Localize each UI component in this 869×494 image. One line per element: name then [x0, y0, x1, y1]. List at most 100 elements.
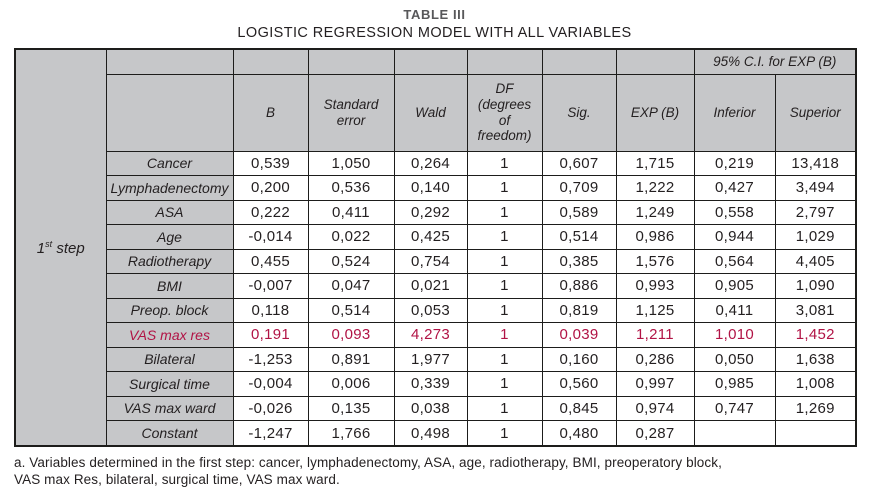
value-cell: 0,993 [615, 273, 695, 299]
value-cell: 0,985 [693, 371, 776, 397]
value-cell: 0,498 [393, 420, 468, 447]
column-header-inferior: Inferior [693, 73, 776, 152]
value-cell: 1 [466, 199, 543, 226]
value-cell: -1,247 [232, 420, 309, 447]
value-cell: 0,514 [541, 224, 617, 250]
value-cell: 4,273 [393, 322, 468, 348]
value-cell: 3,081 [774, 297, 857, 324]
value-cell: 0,886 [541, 273, 617, 299]
row-variable-label: Surgical time [105, 371, 234, 397]
value-cell: 0,047 [307, 273, 395, 299]
column-header-df: DF (degrees of freedom) [466, 73, 543, 152]
value-cell: 0,093 [307, 322, 395, 348]
value-cell: 0,222 [232, 199, 309, 226]
table-footnote: a. Variables determined in the first ste… [14, 454, 859, 488]
value-cell: -0,004 [232, 371, 309, 397]
value-cell: 0,053 [393, 297, 468, 324]
step-cell: 1st step [14, 48, 107, 447]
logistic-regression-table: 1st step 95% C.I. for EXP (B) B Standard… [14, 48, 858, 447]
value-cell: 0,558 [693, 199, 776, 226]
value-cell: 0,411 [307, 199, 395, 226]
value-cell: -0,026 [232, 395, 309, 422]
value-cell: 0,411 [693, 297, 776, 324]
value-cell: 0,200 [232, 175, 309, 201]
value-cell: -0,007 [232, 273, 309, 299]
column-header-exp-b: EXP (B) [615, 73, 695, 152]
row-variable-label: Constant [105, 420, 234, 447]
value-cell: 0,974 [615, 395, 695, 422]
value-cell: 0,944 [693, 224, 776, 250]
spacer-cell [615, 48, 695, 75]
value-cell: 0,339 [393, 371, 468, 397]
value-cell: 1 [466, 175, 543, 201]
table-row: Age -0,014 0,022 0,425 1 0,514 0,986 0,944 1,029 [15, 224, 857, 250]
value-cell: 0,845 [541, 395, 617, 422]
row-variable-label: Preop. block [105, 297, 234, 324]
spacer-cell [466, 48, 543, 75]
value-cell: 1,029 [774, 224, 857, 250]
value-cell: 1,249 [615, 199, 695, 226]
value-cell: 0,038 [393, 395, 468, 422]
value-cell: 1,766 [307, 420, 395, 447]
table-row: Surgical time -0,004 0,006 0,339 1 0,560 0,997… [15, 371, 857, 397]
header-row-top: 1st step 95% C.I. for EXP (B) [14, 48, 857, 447]
row-variable-label: VAS max res [105, 322, 234, 348]
value-cell: 0,191 [232, 322, 309, 348]
value-cell: 1,010 [693, 322, 776, 348]
value-cell: 1 [466, 150, 543, 177]
table-number-title: TABLE III [403, 7, 466, 22]
table-row: BMI -0,007 0,047 0,021 1 0,886 0,993 0,905 1,090 [15, 273, 857, 299]
step-label: 1st step [36, 238, 85, 257]
value-cell: 1 [466, 297, 543, 324]
value-cell: 0,819 [541, 297, 617, 324]
value-cell: 1 [466, 248, 543, 275]
value-cell [693, 420, 776, 447]
table-row: Bilateral -1,253 0,891 1,977 1 0,160 0,286 0,05… [15, 346, 857, 373]
value-cell: 0,524 [307, 248, 395, 275]
value-cell: 1 [466, 322, 543, 348]
spacer-cell [541, 48, 617, 75]
value-cell: 0,455 [232, 248, 309, 275]
column-header-wald: Wald [393, 73, 468, 152]
row-variable-label: VAS max ward [105, 395, 234, 422]
value-cell: 0,118 [232, 297, 309, 324]
spacer-cell [307, 48, 395, 75]
value-cell: 0,564 [693, 248, 776, 275]
value-cell: 0,986 [615, 224, 695, 250]
value-cell: 1,008 [774, 371, 857, 397]
value-cell: 1 [466, 395, 543, 422]
value-cell: 0,905 [693, 273, 776, 299]
table-row: Preop. block 0,118 0,514 0,053 1 0,819 1,125 0,… [15, 297, 857, 324]
row-variable-label: Radiotherapy [105, 248, 234, 275]
value-cell: 1,715 [615, 150, 695, 177]
row-variable-label: Cancer [105, 150, 234, 177]
column-header-sig: Sig. [541, 73, 617, 152]
table-row: VAS max ward -0,026 0,135 0,038 1 0,845 0,974 0… [15, 395, 857, 422]
table-row: Constant -1,247 1,766 0,498 1 0,480 0,287 [15, 420, 857, 447]
value-cell: 1,211 [615, 322, 695, 348]
value-cell: 0,219 [693, 150, 776, 177]
value-cell: 0,514 [307, 297, 395, 324]
value-cell: 1,977 [393, 346, 468, 373]
value-cell: 0,754 [393, 248, 468, 275]
value-cell: -0,014 [232, 224, 309, 250]
spacer-cell [232, 48, 309, 75]
value-cell: 0,050 [693, 346, 776, 373]
value-cell: 0,589 [541, 199, 617, 226]
column-header-b: B [232, 73, 309, 152]
value-cell: 1 [466, 371, 543, 397]
column-header-standard-error: Standard error [307, 73, 395, 152]
value-cell [774, 420, 857, 447]
value-cell: 0,997 [615, 371, 695, 397]
value-cell: 3,494 [774, 175, 857, 201]
value-cell: 1,576 [615, 248, 695, 275]
table-row: VAS max res 0,191 0,093 4,273 1 0,039 1,211 1,0… [15, 322, 857, 348]
value-cell: 0,287 [615, 420, 695, 447]
value-cell: 0,022 [307, 224, 395, 250]
value-cell: 0,480 [541, 420, 617, 447]
column-header-superior: Superior [774, 73, 857, 152]
value-cell: 0,286 [615, 346, 695, 373]
value-cell: 1,090 [774, 273, 857, 299]
value-cell: 0,427 [693, 175, 776, 201]
table-row: Lymphadenectomy 0,200 0,536 0,140 1 0,709 1,22… [15, 175, 857, 201]
